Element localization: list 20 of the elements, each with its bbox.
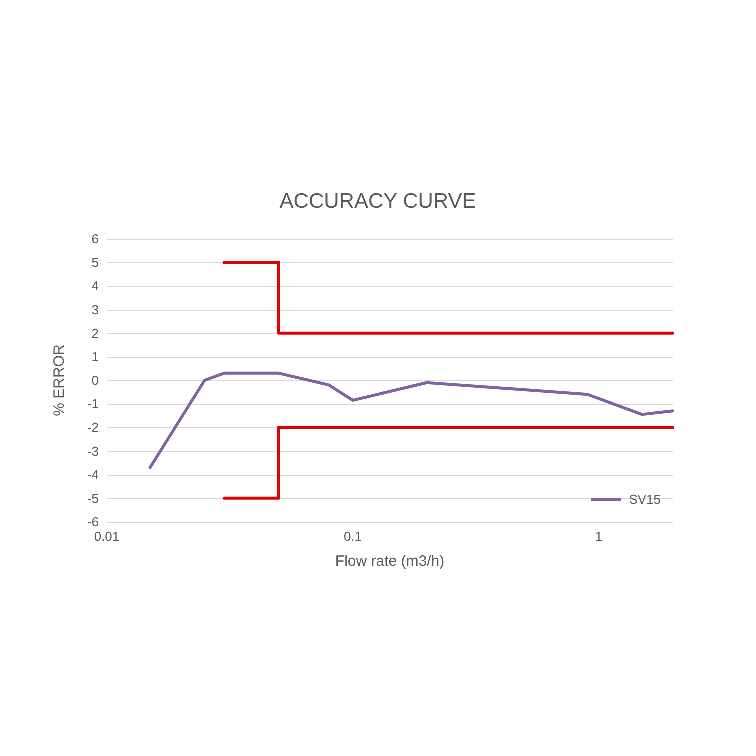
x-tick-label: 0.1 [344,529,362,544]
y-tick-label: 6 [92,232,99,246]
legend-label: SV15 [629,492,662,507]
y-tick-label: -4 [87,467,99,482]
y-tick-label: 0 [92,373,99,388]
x-tick-label: 1 [595,529,603,544]
y-tick-label: -2 [87,420,99,436]
y-axis-title: % ERROR [51,344,68,416]
y-tick-label: -1 [87,396,99,412]
y-tick-label: 2 [92,326,99,341]
y-tick-label: 5 [92,255,99,270]
x-axis-title: Flow rate (m3/h) [335,553,445,570]
y-tick-label: 4 [92,278,99,294]
y-tick-label: -5 [87,490,99,506]
y-tick-label: 3 [92,302,99,318]
y-tick-label: 1 [92,349,99,364]
x-tick-label: 0.01 [94,529,120,544]
y-tick-label: -6 [87,514,99,530]
chart-title: ACCURACY CURVE [280,190,476,213]
y-tick-label: -3 [87,444,99,459]
